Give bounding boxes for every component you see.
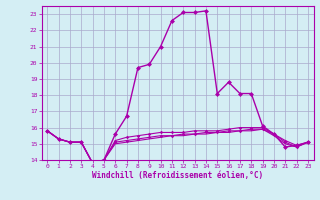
X-axis label: Windchill (Refroidissement éolien,°C): Windchill (Refroidissement éolien,°C): [92, 171, 263, 180]
